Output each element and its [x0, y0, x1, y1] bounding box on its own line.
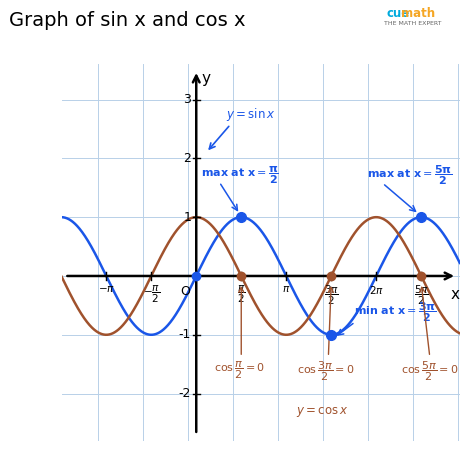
Text: $\cos\dfrac{5\pi}{2}=0$: $\cos\dfrac{5\pi}{2}=0$ — [401, 359, 459, 383]
Text: 2: 2 — [183, 152, 191, 165]
Text: THE MATH EXPERT: THE MATH EXPERT — [384, 21, 441, 26]
Text: -2: -2 — [179, 387, 191, 400]
Text: cue: cue — [386, 7, 410, 20]
Text: $-\dfrac{\pi}{2}$: $-\dfrac{\pi}{2}$ — [143, 284, 160, 305]
Text: $\mathbf{min\ at\ x} = \dfrac{\mathbf{3\pi}}{\mathbf{2}}$: $\mathbf{min\ at\ x} = \dfrac{\mathbf{3\… — [354, 301, 437, 324]
Text: y: y — [201, 71, 210, 86]
Text: O: O — [180, 285, 190, 298]
Text: $\pi$: $\pi$ — [282, 284, 291, 294]
Text: $2\pi$: $2\pi$ — [369, 284, 384, 296]
Text: x: x — [451, 286, 460, 302]
Text: $\dfrac{\pi}{2}$: $\dfrac{\pi}{2}$ — [237, 284, 246, 305]
Text: $\cos\dfrac{\pi}{2}=0$: $\cos\dfrac{\pi}{2}=0$ — [214, 359, 265, 381]
Text: $y = \sin x$: $y = \sin x$ — [226, 106, 276, 123]
Text: $y = \cos x$: $y = \cos x$ — [296, 405, 348, 420]
Text: math: math — [401, 7, 435, 20]
Text: Graph of sin x and cos x: Graph of sin x and cos x — [9, 11, 246, 30]
Text: $\mathbf{max\ at\ x} = \dfrac{\mathbf{5\pi}}{\mathbf{2}}$: $\mathbf{max\ at\ x} = \dfrac{\mathbf{5\… — [367, 163, 452, 186]
Text: 1: 1 — [183, 211, 191, 224]
Text: $\dfrac{3\pi}{2}$: $\dfrac{3\pi}{2}$ — [324, 284, 339, 307]
Text: -1: -1 — [179, 328, 191, 341]
Text: $\cos\dfrac{3\pi}{2}=0$: $\cos\dfrac{3\pi}{2}=0$ — [297, 359, 355, 383]
Text: $\dfrac{5\pi}{2}$: $\dfrac{5\pi}{2}$ — [414, 284, 428, 307]
Text: $\mathbf{max\ at\ x} = \dfrac{\mathbf{\pi}}{\mathbf{2}}$: $\mathbf{max\ at\ x} = \dfrac{\mathbf{\p… — [201, 164, 279, 185]
Text: 3: 3 — [183, 93, 191, 106]
Text: $-\pi$: $-\pi$ — [98, 284, 115, 294]
